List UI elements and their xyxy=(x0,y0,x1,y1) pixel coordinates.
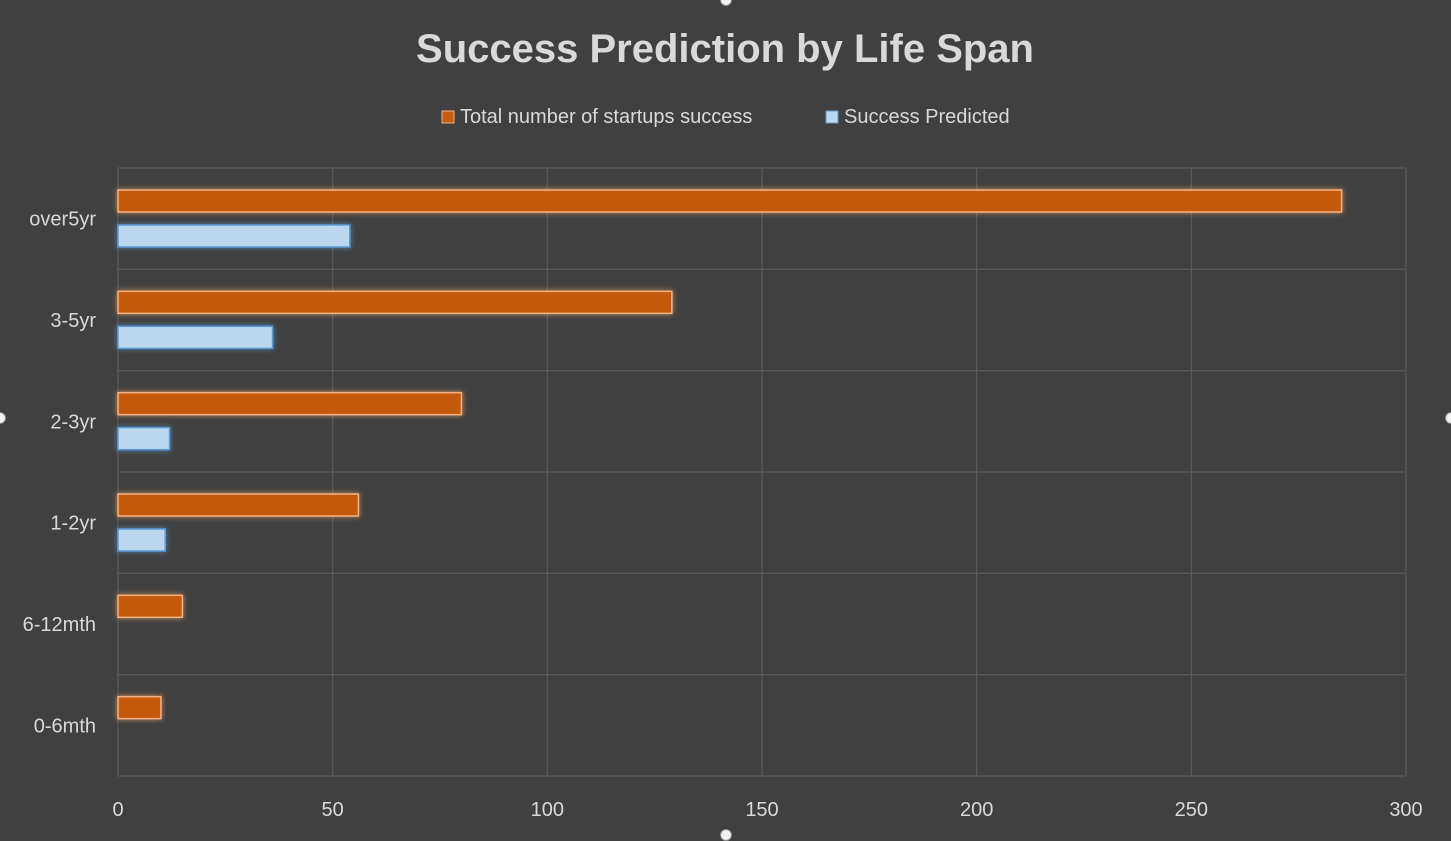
legend-label-predicted: Success Predicted xyxy=(844,106,1010,128)
axis-labels: 0 50 100 150 200 250 300 0-6mth 6-12mth 1-2yr 2-3y… xyxy=(23,209,1423,821)
x-tick-label: 250 xyxy=(1175,799,1208,821)
bar-predicted-1-2yr[interactable] xyxy=(117,528,166,552)
bar-total-6-12mth[interactable] xyxy=(117,594,184,619)
bar-total-2-3yr[interactable] xyxy=(117,391,463,416)
resize-handle-bottom[interactable] xyxy=(720,829,732,841)
x-tick-label: 0 xyxy=(112,799,123,821)
legend-swatch-total xyxy=(441,110,455,124)
y-category-label: over5yr xyxy=(29,209,96,231)
x-tick-label: 200 xyxy=(960,799,993,821)
bar-total-3-5yr[interactable] xyxy=(117,290,673,315)
y-category-label: 0-6mth xyxy=(34,715,96,737)
legend-label-total: Total number of startups success xyxy=(460,106,752,128)
legend-swatch-predicted xyxy=(825,110,839,124)
bar-total-over5yr[interactable] xyxy=(117,189,1343,213)
y-category-label: 2-3yr xyxy=(50,411,96,433)
bars xyxy=(117,189,1343,720)
x-tick-label: 300 xyxy=(1389,799,1422,821)
bar-total-1-2yr[interactable] xyxy=(117,493,360,517)
y-category-label: 3-5yr xyxy=(50,310,96,332)
gridlines xyxy=(117,167,1407,777)
chart-title: Success Prediction by Life Span xyxy=(416,27,1034,71)
bar-predicted-2-3yr[interactable] xyxy=(117,426,171,451)
x-tick-label: 150 xyxy=(745,799,778,821)
y-category-label: 1-2yr xyxy=(50,513,96,535)
bar-predicted-over5yr[interactable] xyxy=(117,224,351,248)
y-category-label: 6-12mth xyxy=(23,614,96,636)
bar-predicted-3-5yr[interactable] xyxy=(117,325,274,350)
bar-total-0-6mth[interactable] xyxy=(117,695,162,720)
x-tick-label: 100 xyxy=(531,799,564,821)
resize-handle-right[interactable] xyxy=(1445,412,1451,424)
x-tick-label: 50 xyxy=(322,799,344,821)
legend: Total number of startups success Success… xyxy=(441,106,1010,128)
